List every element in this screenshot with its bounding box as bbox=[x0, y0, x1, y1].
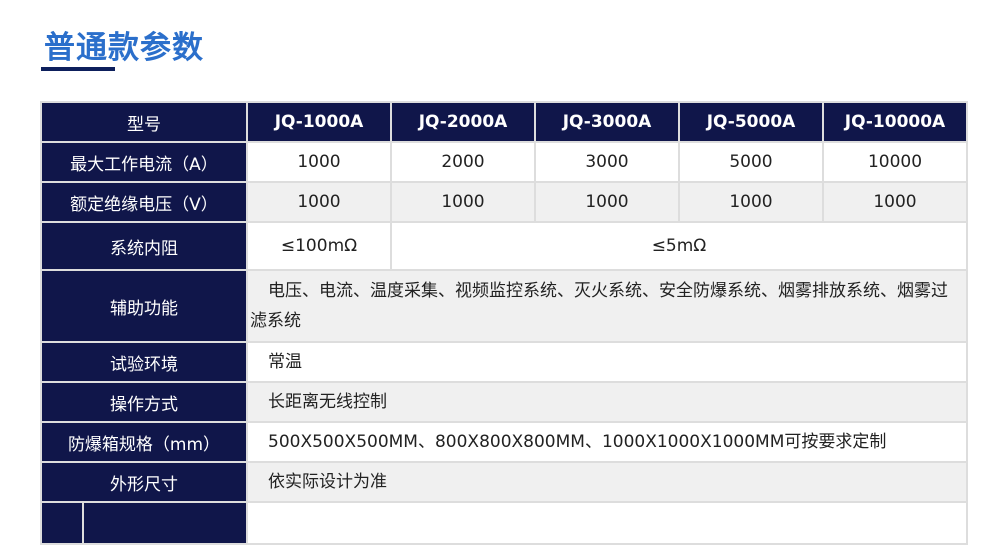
model-header: JQ-1000A bbox=[246, 101, 392, 143]
cell: 长距离无线控制 bbox=[246, 381, 968, 423]
header-label: 型号 bbox=[40, 101, 248, 143]
table-row: 系统内阻 ≤100mΩ ≤5mΩ bbox=[40, 221, 968, 271]
title-underline bbox=[41, 67, 115, 71]
page-title: 普通款参数 bbox=[44, 30, 204, 66]
row-label bbox=[40, 501, 248, 545]
table-row: 额定绝缘电压（V） 1000 1000 1000 1000 1000 bbox=[40, 181, 968, 223]
model-header: JQ-10000A bbox=[822, 101, 968, 143]
row-label: 最大工作电流（A） bbox=[40, 141, 248, 183]
cell: 1000 bbox=[534, 181, 680, 223]
cell: 5000 bbox=[678, 141, 824, 183]
cell: 常温 bbox=[246, 341, 968, 383]
row-label: 外形尺寸 bbox=[40, 461, 248, 503]
cell: 1000 bbox=[678, 181, 824, 223]
model-header: JQ-2000A bbox=[390, 101, 536, 143]
cell: 3000 bbox=[534, 141, 680, 183]
table-row-clipped bbox=[40, 501, 968, 545]
cell: 2000 bbox=[390, 141, 536, 183]
cell: 1000 bbox=[390, 181, 536, 223]
cell: ≤5mΩ bbox=[390, 221, 968, 271]
cell: 1000 bbox=[246, 141, 392, 183]
row-label: 系统内阻 bbox=[40, 221, 248, 271]
row-label: 防爆箱规格（mm） bbox=[40, 421, 248, 463]
table-row: 防爆箱规格（mm） 500X500X500MM、800X800X800MM、10… bbox=[40, 421, 968, 463]
table-header-row: 型号 JQ-1000A JQ-2000A JQ-3000A JQ-5000A J… bbox=[40, 101, 968, 143]
model-header: JQ-5000A bbox=[678, 101, 824, 143]
cell: 10000 bbox=[822, 141, 968, 183]
row-label: 辅助功能 bbox=[40, 269, 248, 343]
cell bbox=[246, 501, 968, 545]
cell: 电压、电流、温度采集、视频监控系统、灭火系统、安全防爆系统、烟雾排放系统、烟雾过… bbox=[246, 269, 968, 343]
row-label: 试验环境 bbox=[40, 341, 248, 383]
cell: 依实际设计为准 bbox=[246, 461, 968, 503]
cell: 1000 bbox=[246, 181, 392, 223]
cell: 500X500X500MM、800X800X800MM、1000X1000X10… bbox=[246, 421, 968, 463]
cell: ≤100mΩ bbox=[246, 221, 392, 271]
row-label: 操作方式 bbox=[40, 381, 248, 423]
table-row: 最大工作电流（A） 1000 2000 3000 5000 10000 bbox=[40, 141, 968, 183]
table-row: 外形尺寸 依实际设计为准 bbox=[40, 461, 968, 503]
row-label: 额定绝缘电压（V） bbox=[40, 181, 248, 223]
cell: 1000 bbox=[822, 181, 968, 223]
spec-table: 型号 JQ-1000A JQ-2000A JQ-3000A JQ-5000A J… bbox=[40, 101, 968, 545]
model-header: JQ-3000A bbox=[534, 101, 680, 143]
table-row: 操作方式 长距离无线控制 bbox=[40, 381, 968, 423]
table-row: 试验环境 常温 bbox=[40, 341, 968, 383]
table-row: 辅助功能 电压、电流、温度采集、视频监控系统、灭火系统、安全防爆系统、烟雾排放系… bbox=[40, 269, 968, 343]
